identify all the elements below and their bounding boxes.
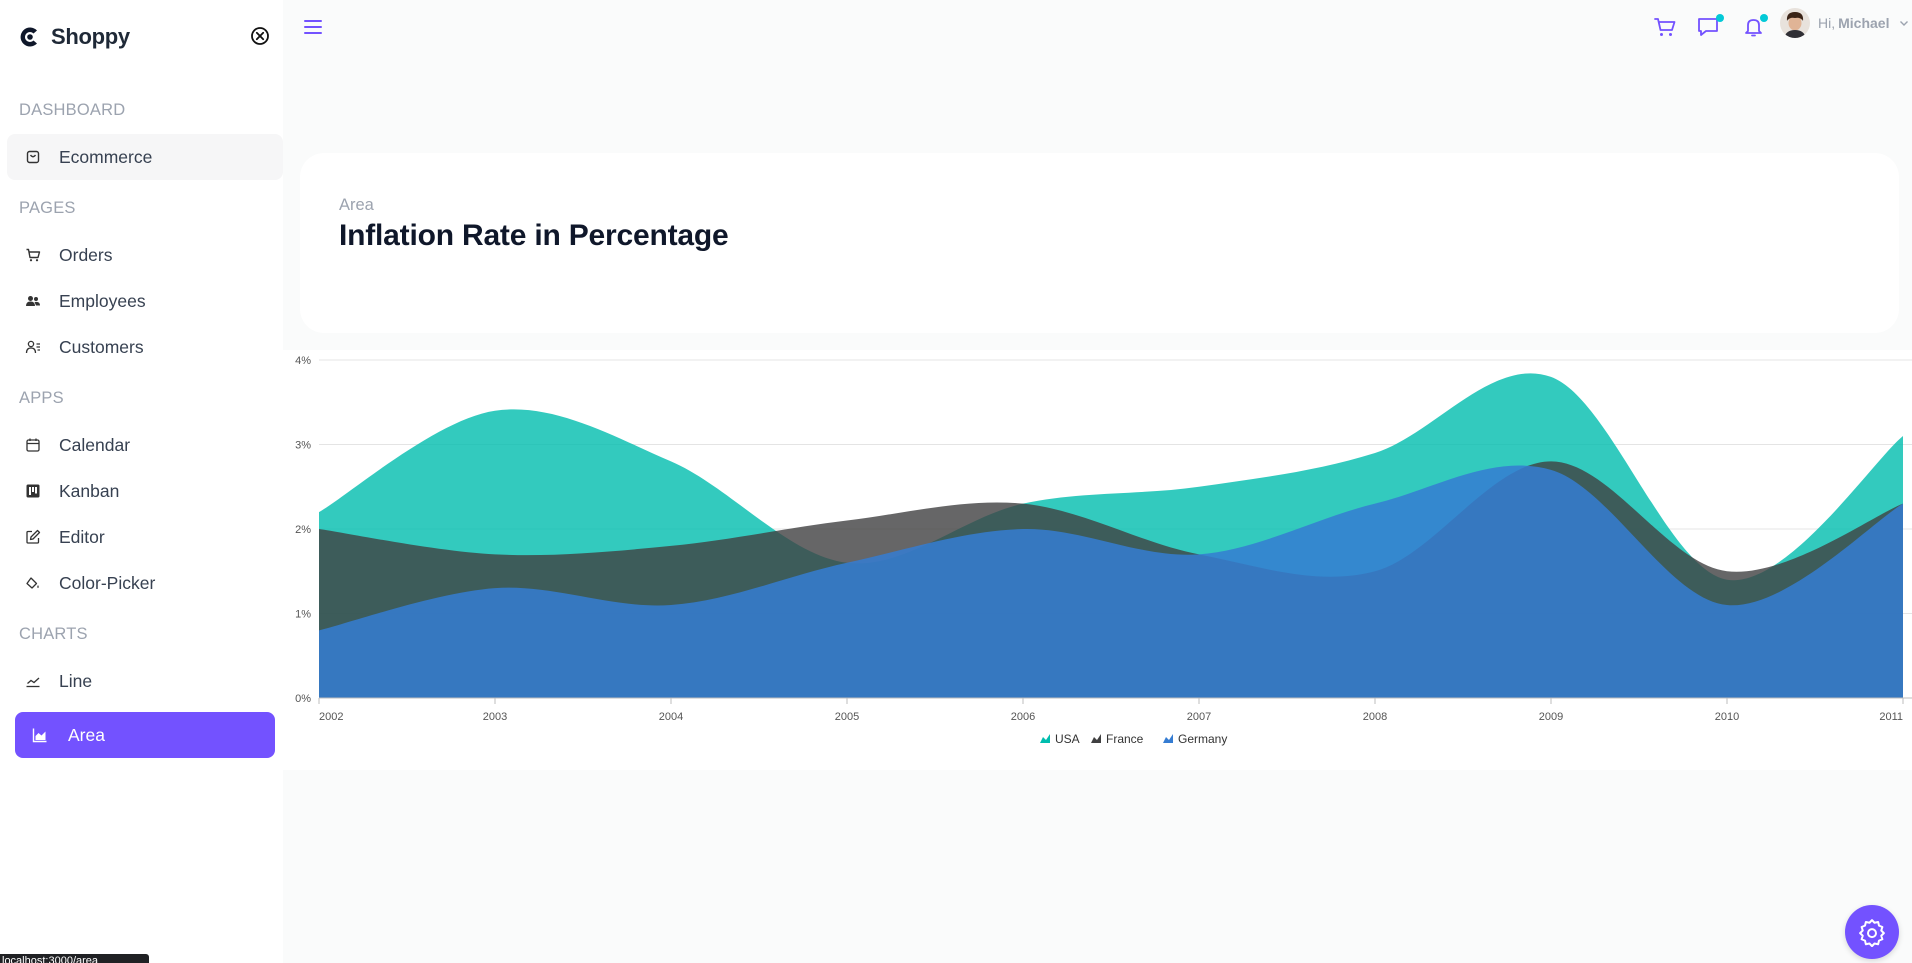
x-tick-label: 2006 — [1011, 711, 1035, 723]
bell-icon — [1745, 19, 1762, 37]
y-tick-label: 2% — [295, 524, 311, 536]
sidebar-item-label: Area — [68, 724, 105, 745]
menu-toggle-icon[interactable] — [303, 17, 323, 37]
sidebar-item-employees[interactable]: Employees — [7, 278, 283, 324]
sidebar-item-label: Line — [59, 670, 93, 691]
user-profile-menu[interactable]: Hi, Michael — [1780, 6, 1910, 40]
sidebar-item-label: Orders — [59, 244, 113, 265]
sidebar-item-label: Calendar — [59, 434, 131, 455]
x-tick-label: 2004 — [659, 711, 683, 723]
color-bucket-icon — [24, 574, 42, 592]
sidebar-item-calendar[interactable]: Calendar — [7, 422, 283, 468]
sidebar-item-label: Customers — [59, 336, 144, 357]
y-tick-label: 4% — [295, 355, 311, 367]
brand-name: Shoppy — [51, 24, 130, 49]
customers-icon — [24, 338, 42, 356]
sidebar-item-line[interactable]: Line — [7, 658, 283, 704]
page-title: Inflation Rate in Percentage — [339, 219, 729, 252]
shoppy-logo-icon — [20, 27, 37, 47]
x-tick-label: 2009 — [1539, 711, 1563, 723]
x-tick-label: 2002 — [319, 711, 343, 723]
section-title-charts: CHARTS — [19, 625, 88, 643]
y-tick-label: 1% — [295, 609, 311, 621]
section-title-apps: APPS — [19, 389, 64, 407]
notification-dot — [1760, 14, 1768, 22]
sidebar-item-orders[interactable]: Orders — [7, 232, 283, 278]
kanban-icon — [24, 482, 42, 500]
legend-label-germany[interactable]: Germany — [1178, 732, 1227, 746]
y-tick-label: 3% — [295, 440, 311, 452]
area-chart-icon — [31, 726, 49, 744]
x-tick-label: 2010 — [1715, 711, 1739, 723]
cart-icon[interactable] — [1652, 14, 1678, 40]
y-tick-label: 0% — [295, 693, 311, 705]
calendar-icon — [24, 436, 42, 454]
user-name: Michael — [1838, 15, 1890, 31]
legend-label-usa[interactable]: USA — [1055, 732, 1080, 746]
sidebar-item-ecommerce[interactable]: Ecommerce — [7, 134, 283, 180]
x-tick-label: 2011 — [1879, 711, 1903, 723]
edit-icon — [24, 528, 42, 546]
notifications-button[interactable] — [1741, 14, 1769, 42]
section-title-pages: PAGES — [19, 199, 76, 217]
notification-dot — [1716, 14, 1724, 22]
x-tick-label: 2007 — [1187, 711, 1211, 723]
gear-icon — [1859, 919, 1885, 947]
legend-marker-france[interactable] — [1091, 734, 1101, 743]
legend-label-france[interactable]: France — [1106, 732, 1144, 746]
x-tick-label: 2003 — [483, 711, 507, 723]
status-url-tooltip: localhost:3000/area — [0, 954, 149, 963]
area-chart-container: 0% 1% 2% 3% 4% 2002 2003 2004 2005 2006 2007 2008 20… — [283, 350, 1912, 770]
x-tick-label: 2005 — [835, 711, 859, 723]
people-icon — [24, 292, 42, 310]
page-category: Area — [339, 196, 374, 214]
cart-icon — [24, 246, 42, 264]
sidebar: Shoppy DASHBOARD Ecommerce PAGES Orders … — [0, 0, 283, 963]
sidebar-item-area[interactable]: Area — [15, 712, 275, 758]
shopping-bag-icon — [24, 148, 42, 166]
sidebar-item-label: Editor — [59, 526, 105, 547]
sidebar-item-kanban[interactable]: Kanban — [7, 468, 283, 514]
avatar — [1780, 8, 1810, 38]
sidebar-item-editor[interactable]: Editor — [7, 514, 283, 560]
sidebar-item-label: Ecommerce — [59, 146, 153, 167]
sidebar-item-label: Employees — [59, 290, 146, 311]
sidebar-item-color-picker[interactable]: Color-Picker — [7, 560, 283, 606]
sidebar-item-label: Color-Picker — [59, 572, 156, 593]
section-title-dashboard: DASHBOARD — [19, 101, 126, 119]
line-chart-icon — [24, 672, 42, 690]
legend-marker-germany[interactable] — [1163, 734, 1173, 743]
series-area-germany[interactable] — [319, 465, 1903, 698]
chart-header-card: Area Inflation Rate in Percentage — [300, 153, 1899, 333]
brand[interactable]: Shoppy — [17, 22, 130, 52]
sidebar-item-label: Kanban — [59, 480, 120, 501]
area-chart[interactable]: 0% 1% 2% 3% 4% 2002 2003 2004 2005 2006 2007 2008 20… — [283, 350, 1912, 770]
close-sidebar-icon[interactable] — [249, 25, 271, 47]
legend-marker-usa[interactable] — [1040, 734, 1050, 743]
chevron-down-icon — [1900, 21, 1909, 26]
settings-button[interactable] — [1845, 905, 1899, 959]
x-tick-label: 2008 — [1363, 711, 1387, 723]
sidebar-item-customers[interactable]: Customers — [7, 324, 283, 370]
user-greeting: Hi, Michael — [1818, 15, 1890, 31]
chat-button[interactable] — [1696, 14, 1724, 42]
